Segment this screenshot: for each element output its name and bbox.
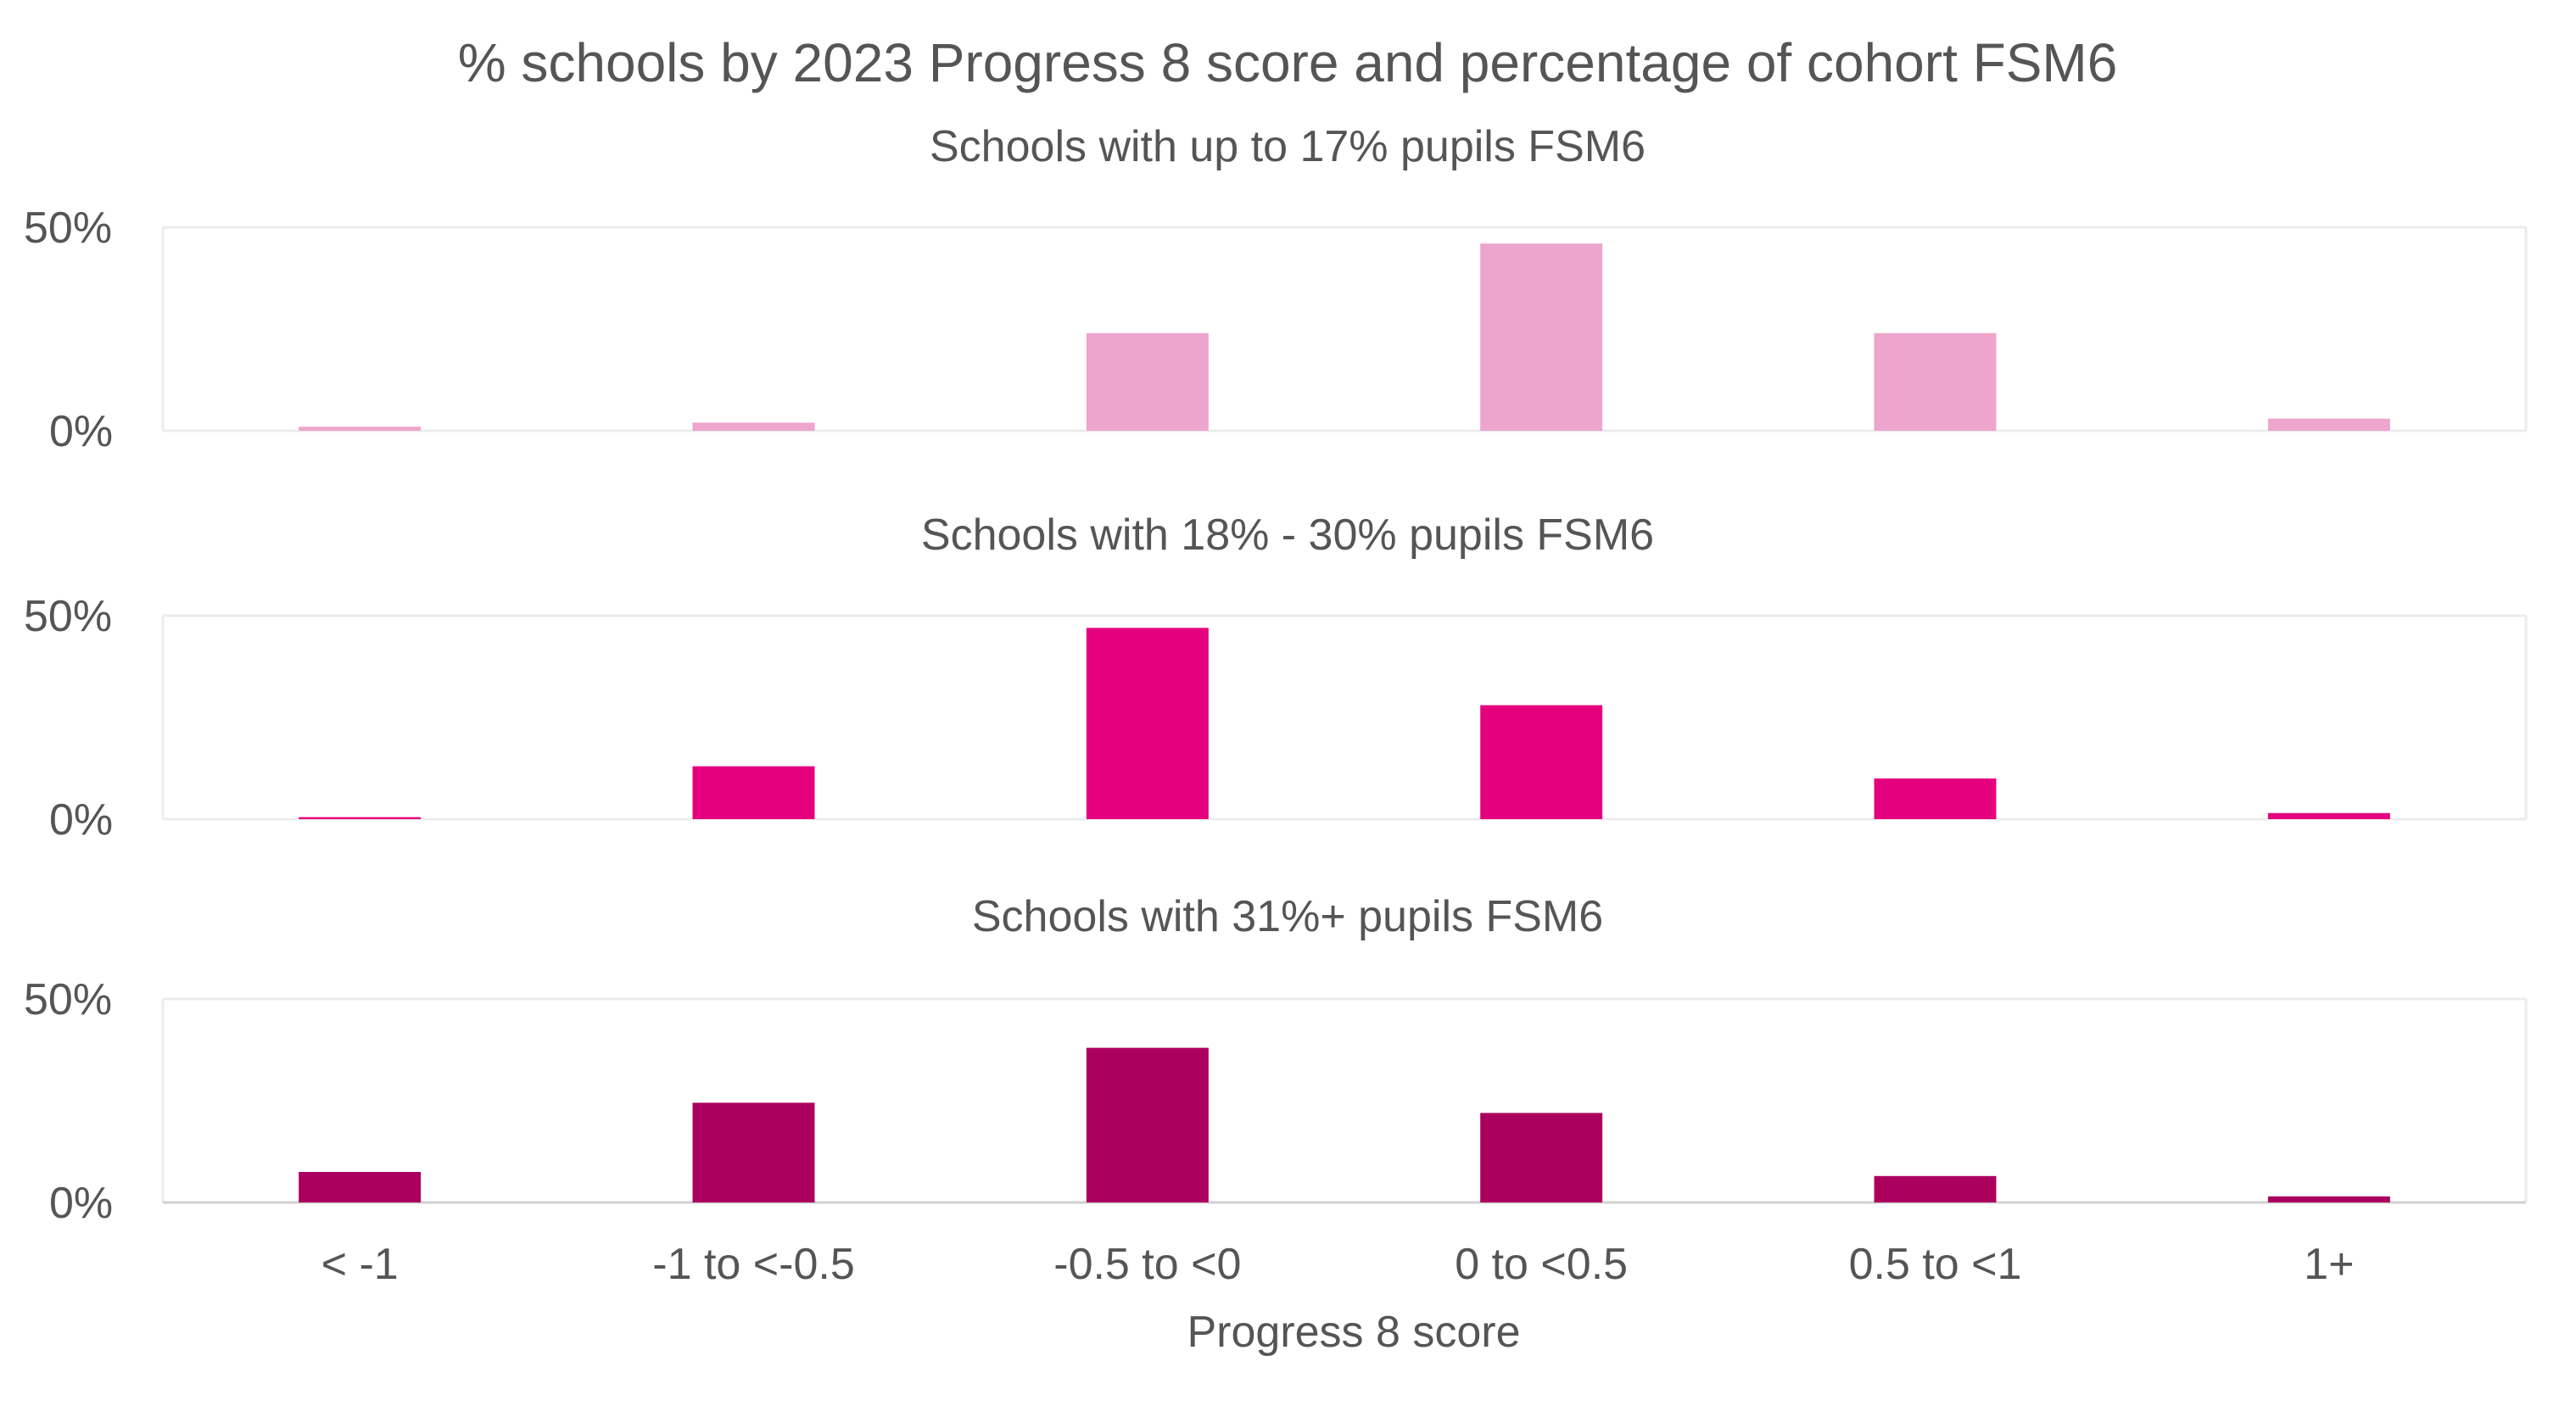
panel-subtitle: Schools with 18% - 30% pupils FSM6 <box>921 511 1654 560</box>
y-tick-label: 50% <box>24 592 112 641</box>
y-tick-label: 50% <box>24 204 112 253</box>
y-tick-label: 0% <box>49 1179 113 1228</box>
bar <box>2267 418 2390 431</box>
bar <box>299 1172 422 1202</box>
bar <box>299 817 422 819</box>
bar <box>1086 1047 1209 1202</box>
bar <box>2267 1196 2390 1202</box>
panel-subtitle: Schools with 31%+ pupils FSM6 <box>972 892 1603 941</box>
bar <box>1086 332 1209 431</box>
panel-1: Schools with up to 17% pupils FSM6 50% 0% <box>24 122 2528 456</box>
x-axis-tick-labels: < -1 -1 to <-0.5 -0.5 to <0 0 to <0.5 0.5 to… <box>321 1240 2355 1289</box>
bar <box>692 1102 815 1202</box>
bar <box>1874 332 1997 431</box>
bar <box>1480 1113 1603 1202</box>
bar <box>1086 628 1209 819</box>
panel-subtitle: Schools with up to 17% pupils FSM6 <box>930 122 1646 171</box>
bar <box>1480 705 1603 819</box>
bar <box>1874 778 1997 819</box>
panel-3: Schools with 31%+ pupils FSM6 50% 0% <box>24 892 2528 1228</box>
bar <box>692 422 815 431</box>
x-axis-label: Progress 8 score <box>1187 1308 1520 1357</box>
bar <box>299 427 422 431</box>
y-tick-label: 50% <box>24 975 112 1024</box>
bar <box>2267 812 2390 819</box>
bar <box>1874 1175 1997 1202</box>
x-tick-label: 0 to <0.5 <box>1455 1240 1628 1289</box>
x-tick-label: -1 to <-0.5 <box>652 1240 854 1289</box>
x-tick-label: < -1 <box>321 1240 399 1289</box>
x-tick-label: -0.5 to <0 <box>1053 1240 1241 1289</box>
panels: Schools with up to 17% pupils FSM650%0%S… <box>24 122 2528 1228</box>
x-tick-label: 0.5 to <1 <box>1849 1240 2022 1289</box>
panel-2: Schools with 18% - 30% pupils FSM6 50% 0% <box>24 511 2528 845</box>
y-tick-label: 0% <box>49 407 113 456</box>
chart-title: % schools by 2023 Progress 8 score and p… <box>458 32 2118 93</box>
y-tick-label: 0% <box>49 795 113 845</box>
x-tick-label: 1+ <box>2304 1240 2354 1289</box>
bar <box>692 766 815 819</box>
bar <box>1480 243 1603 431</box>
